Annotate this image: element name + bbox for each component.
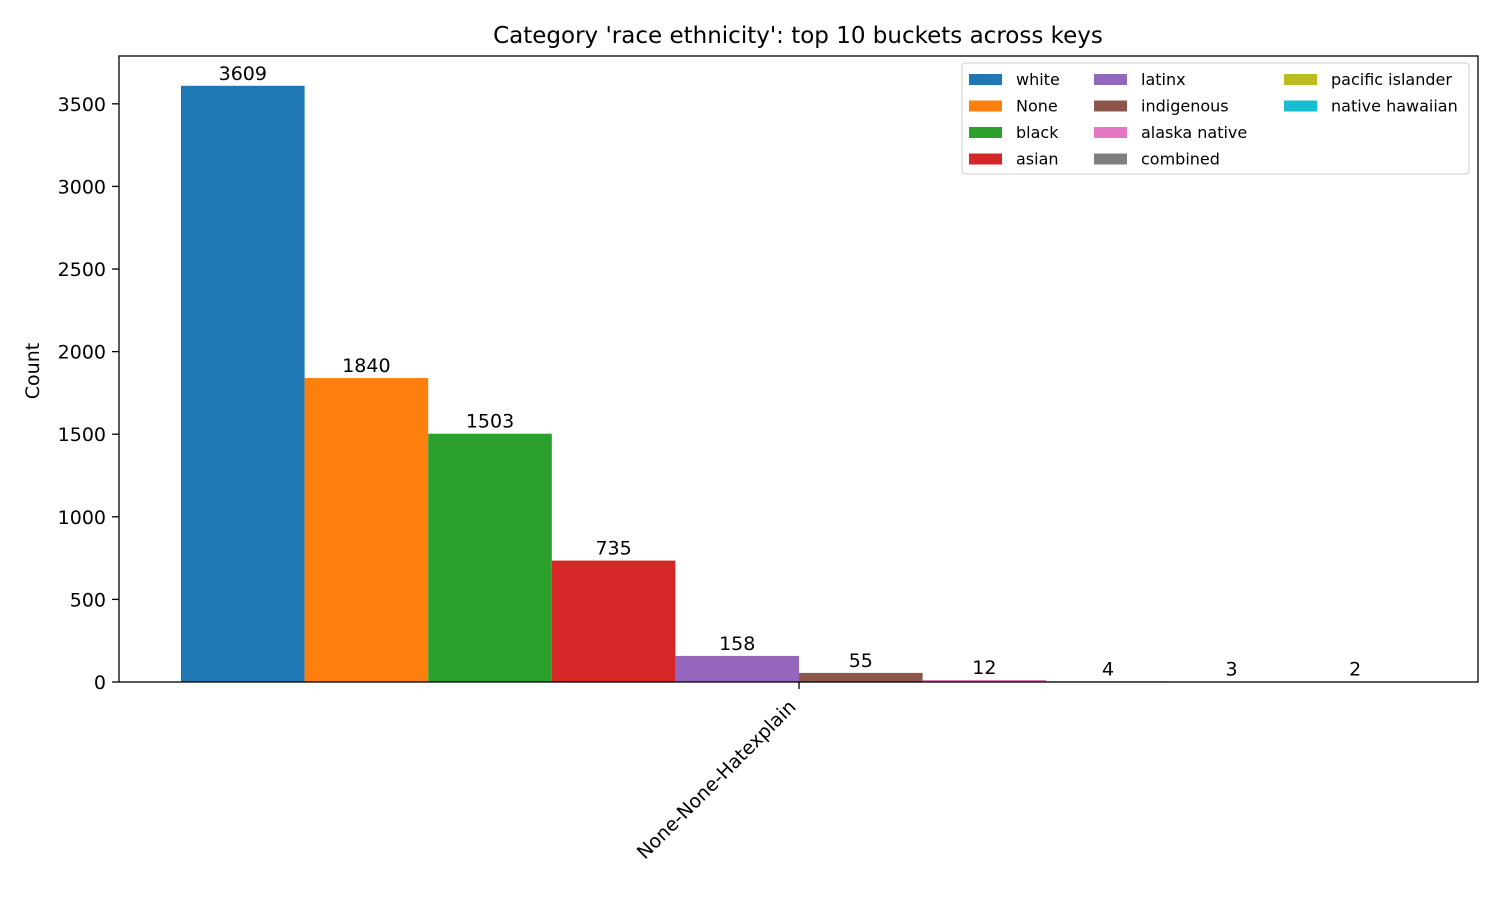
bar-black (428, 434, 552, 682)
legend-swatch (1094, 101, 1127, 112)
legend-swatch (1094, 154, 1127, 165)
y-tick-label: 3500 (58, 94, 106, 116)
x-tick-label: None-None-Hatexplain (633, 696, 801, 864)
legend-swatch (1284, 74, 1317, 85)
bar-value-label: 12 (972, 657, 996, 679)
legend-label: asian (1016, 150, 1059, 169)
legend-label: indigenous (1141, 97, 1229, 116)
legend-swatch (969, 154, 1002, 165)
bar-latinx (675, 656, 799, 682)
legend-label: white (1016, 70, 1060, 89)
bar-value-label: 1840 (342, 355, 390, 377)
legend-label: None (1016, 97, 1058, 116)
y-tick-label: 1000 (58, 507, 106, 529)
bar-value-label: 3609 (219, 63, 267, 85)
bar-indigenous (799, 673, 923, 682)
bar-value-label: 158 (719, 633, 755, 655)
legend: white None black asian latinx indigenous alask… (962, 63, 1469, 174)
y-axis-label: Count (22, 343, 44, 399)
chart-title: Category 'race ethnicity': top 10 bucket… (493, 23, 1103, 49)
bar-value-label: 4 (1102, 658, 1114, 680)
legend-label: black (1016, 123, 1059, 142)
y-tick-label: 2500 (58, 259, 106, 281)
bar-value-label: 2 (1349, 659, 1361, 681)
bar-asian (552, 561, 676, 682)
legend-swatch (969, 127, 1002, 138)
legend-swatch (1284, 101, 1317, 112)
plot-area: 3609 1840 1503 735 158 55 12 4 3 2 0 500 1000 1500 200… (58, 56, 1478, 864)
legend-label: alaska native (1141, 123, 1247, 142)
legend-label: pacific islander (1331, 70, 1452, 89)
legend-swatch (969, 101, 1002, 112)
y-tick-label: 500 (70, 589, 106, 611)
bar-value-label: 55 (849, 650, 873, 672)
bar-white (181, 86, 305, 682)
bar-value-label: 735 (595, 538, 631, 560)
y-tick-label: 1500 (58, 424, 106, 446)
legend-swatch (1094, 127, 1127, 138)
legend-label: combined (1141, 150, 1220, 169)
legend-swatch (1094, 74, 1127, 85)
y-tick-label: 2000 (58, 342, 106, 364)
legend-label: native hawaiian (1331, 97, 1458, 116)
legend-label: latinx (1141, 70, 1186, 89)
legend-swatch (969, 74, 1002, 85)
y-tick-label: 3000 (58, 176, 106, 198)
bar-None (305, 378, 429, 682)
y-tick-label: 0 (94, 672, 106, 694)
bar-value-label: 1503 (466, 411, 514, 433)
bar-value-label: 3 (1226, 659, 1238, 681)
